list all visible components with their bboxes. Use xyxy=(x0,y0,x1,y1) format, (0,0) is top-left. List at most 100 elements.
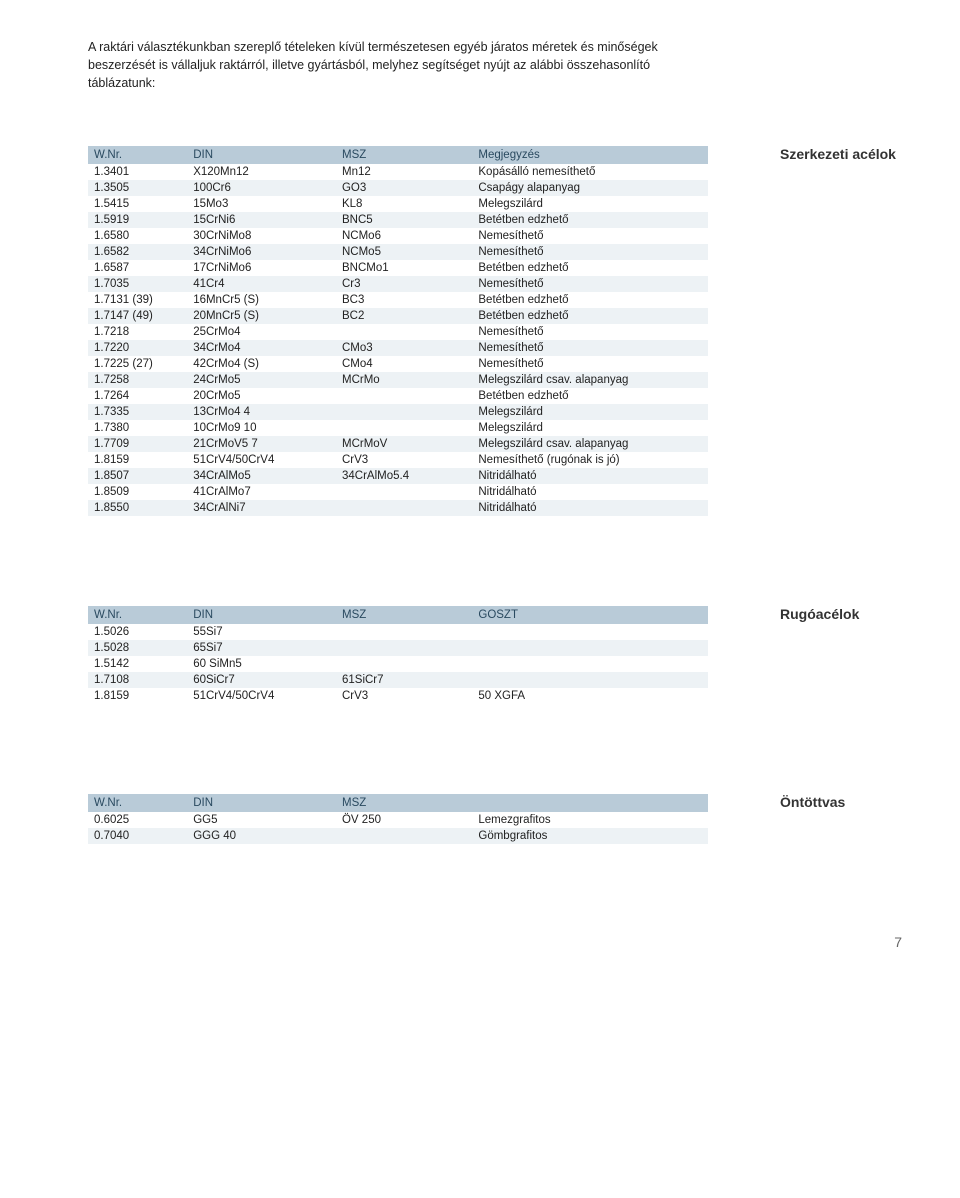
section-title: Rugóacélok xyxy=(752,606,912,622)
col-header: GOSZT xyxy=(472,606,708,624)
table-cell: Betétben edzhető xyxy=(472,292,708,308)
table-cell xyxy=(336,420,472,436)
table-cell: X120Mn12 xyxy=(187,164,336,180)
table-cell: 1.8550 xyxy=(88,500,187,516)
table-cell: Melegszilárd xyxy=(472,404,708,420)
table-cell: 1.5026 xyxy=(88,624,187,640)
table-cell xyxy=(336,404,472,420)
table-cell: 15Mo3 xyxy=(187,196,336,212)
table-cell: Betétben edzhető xyxy=(472,260,708,276)
table-cell: 1.8159 xyxy=(88,688,187,704)
table-cell: Nemesíthető xyxy=(472,340,708,356)
table-cell: MCrMo xyxy=(336,372,472,388)
table-cell: 30CrNiMo8 xyxy=(187,228,336,244)
data-table: W.Nr.DINMSZMegjegyzés1.3401X120Mn12Mn12K… xyxy=(88,146,708,516)
table-cell: BC2 xyxy=(336,308,472,324)
intro-text: A raktári választékunkban szereplő tétel… xyxy=(88,38,688,92)
table-row: 1.726420CrMo5Betétben edzhető xyxy=(88,388,708,404)
table-cell: 1.7264 xyxy=(88,388,187,404)
table-row: 1.850734CrAlMo534CrAlMo5.4Nitridálható xyxy=(88,468,708,484)
col-header: DIN xyxy=(187,606,336,624)
table-cell: 60 SiMn5 xyxy=(187,656,336,672)
table-cell: 0.6025 xyxy=(88,812,187,828)
table-cell: BNC5 xyxy=(336,212,472,228)
table-cell: 1.7380 xyxy=(88,420,187,436)
table-cell: 61SiCr7 xyxy=(336,672,472,688)
table-header-row: W.Nr.DINMSZGOSZT xyxy=(88,606,708,624)
table-cell xyxy=(336,828,472,844)
col-header: DIN xyxy=(187,146,336,164)
col-header: DIN xyxy=(187,794,336,812)
table-wrap: W.Nr.DINMSZ0.6025GG5ÖV 250Lemezgrafitos0… xyxy=(88,794,752,844)
table-row: 1.541515Mo3KL8Melegszilárd xyxy=(88,196,708,212)
table-row: 1.738010CrMo9 10Melegszilárd xyxy=(88,420,708,436)
table-cell: 15CrNi6 xyxy=(187,212,336,228)
table-row: 1.7225 (27)42CrMo4 (S)CMo4Nemesíthető xyxy=(88,356,708,372)
table-cell: Nemesíthető (rugónak is jó) xyxy=(472,452,708,468)
table-cell: 20MnCr5 (S) xyxy=(187,308,336,324)
table-cell: 1.7225 (27) xyxy=(88,356,187,372)
col-header: Megjegyzés xyxy=(472,146,708,164)
table-row: 1.770921CrMoV5 7MCrMoVMelegszilárd csav.… xyxy=(88,436,708,452)
table-row: 1.658717CrNiMo6BNCMo1Betétben edzhető xyxy=(88,260,708,276)
table-cell xyxy=(336,640,472,656)
table-row: 1.7131 (39)16MnCr5 (S)BC3Betétben edzhet… xyxy=(88,292,708,308)
table-cell: CrV3 xyxy=(336,688,472,704)
table-cell: 1.7108 xyxy=(88,672,187,688)
table-cell xyxy=(472,640,708,656)
table-cell: Cr3 xyxy=(336,276,472,292)
table-cell: 1.5415 xyxy=(88,196,187,212)
table-cell xyxy=(336,324,472,340)
table-cell: MCrMoV xyxy=(336,436,472,452)
table-cell xyxy=(336,656,472,672)
table-cell: 51CrV4/50CrV4 xyxy=(187,452,336,468)
table-cell: 1.7709 xyxy=(88,436,187,452)
table-cell: 34CrMo4 xyxy=(187,340,336,356)
table-cell: 1.8159 xyxy=(88,452,187,468)
table-row: 1.502865Si7 xyxy=(88,640,708,656)
col-header: MSZ xyxy=(336,794,472,812)
table-cell: GO3 xyxy=(336,180,472,196)
table-cell: 60SiCr7 xyxy=(187,672,336,688)
section-title: Öntöttvas xyxy=(752,794,912,810)
table-cell: 55Si7 xyxy=(187,624,336,640)
table-cell: Melegszilárd xyxy=(472,420,708,436)
table-cell: CMo4 xyxy=(336,356,472,372)
table-row: 0.7040GGG 40Gömbgrafitos xyxy=(88,828,708,844)
table-cell: Melegszilárd xyxy=(472,196,708,212)
table-cell: 1.6587 xyxy=(88,260,187,276)
data-table: W.Nr.DINMSZ0.6025GG5ÖV 250Lemezgrafitos0… xyxy=(88,794,708,844)
table-cell xyxy=(336,624,472,640)
table-row: 1.658030CrNiMo8NCMo6Nemesíthető xyxy=(88,228,708,244)
table-cell: 34CrNiMo6 xyxy=(187,244,336,260)
page-number: 7 xyxy=(88,934,912,950)
table-cell: Csapágy alapanyag xyxy=(472,180,708,196)
table-row: 1.3401X120Mn12Mn12Kopásálló nemesíthető xyxy=(88,164,708,180)
table-cell: NCMo5 xyxy=(336,244,472,260)
col-header: W.Nr. xyxy=(88,146,187,164)
table-cell: 1.3401 xyxy=(88,164,187,180)
table-cell: Nitridálható xyxy=(472,484,708,500)
table-header-row: W.Nr.DINMSZMegjegyzés xyxy=(88,146,708,164)
table-cell: 1.5919 xyxy=(88,212,187,228)
table-cell: Nemesíthető xyxy=(472,228,708,244)
table-cell: GGG 40 xyxy=(187,828,336,844)
table-cell: Betétben edzhető xyxy=(472,212,708,228)
table-cell: 1.8507 xyxy=(88,468,187,484)
table-cell: 1.3505 xyxy=(88,180,187,196)
section-title: Szerkezeti acélok xyxy=(752,146,912,162)
table-row: 1.502655Si7 xyxy=(88,624,708,640)
table-cell: GG5 xyxy=(187,812,336,828)
col-header: W.Nr. xyxy=(88,794,187,812)
table-cell: Mn12 xyxy=(336,164,472,180)
table-cell: KL8 xyxy=(336,196,472,212)
table-cell: Melegszilárd csav. alapanyag xyxy=(472,372,708,388)
table-row: 1.855034CrAlNi7Nitridálható xyxy=(88,500,708,516)
table-cell: ÖV 250 xyxy=(336,812,472,828)
table-cell: Nemesíthető xyxy=(472,356,708,372)
table-cell: 20CrMo5 xyxy=(187,388,336,404)
table-cell: 1.7218 xyxy=(88,324,187,340)
col-header xyxy=(472,794,708,812)
table-cell: 25CrMo4 xyxy=(187,324,336,340)
table-cell: 1.8509 xyxy=(88,484,187,500)
